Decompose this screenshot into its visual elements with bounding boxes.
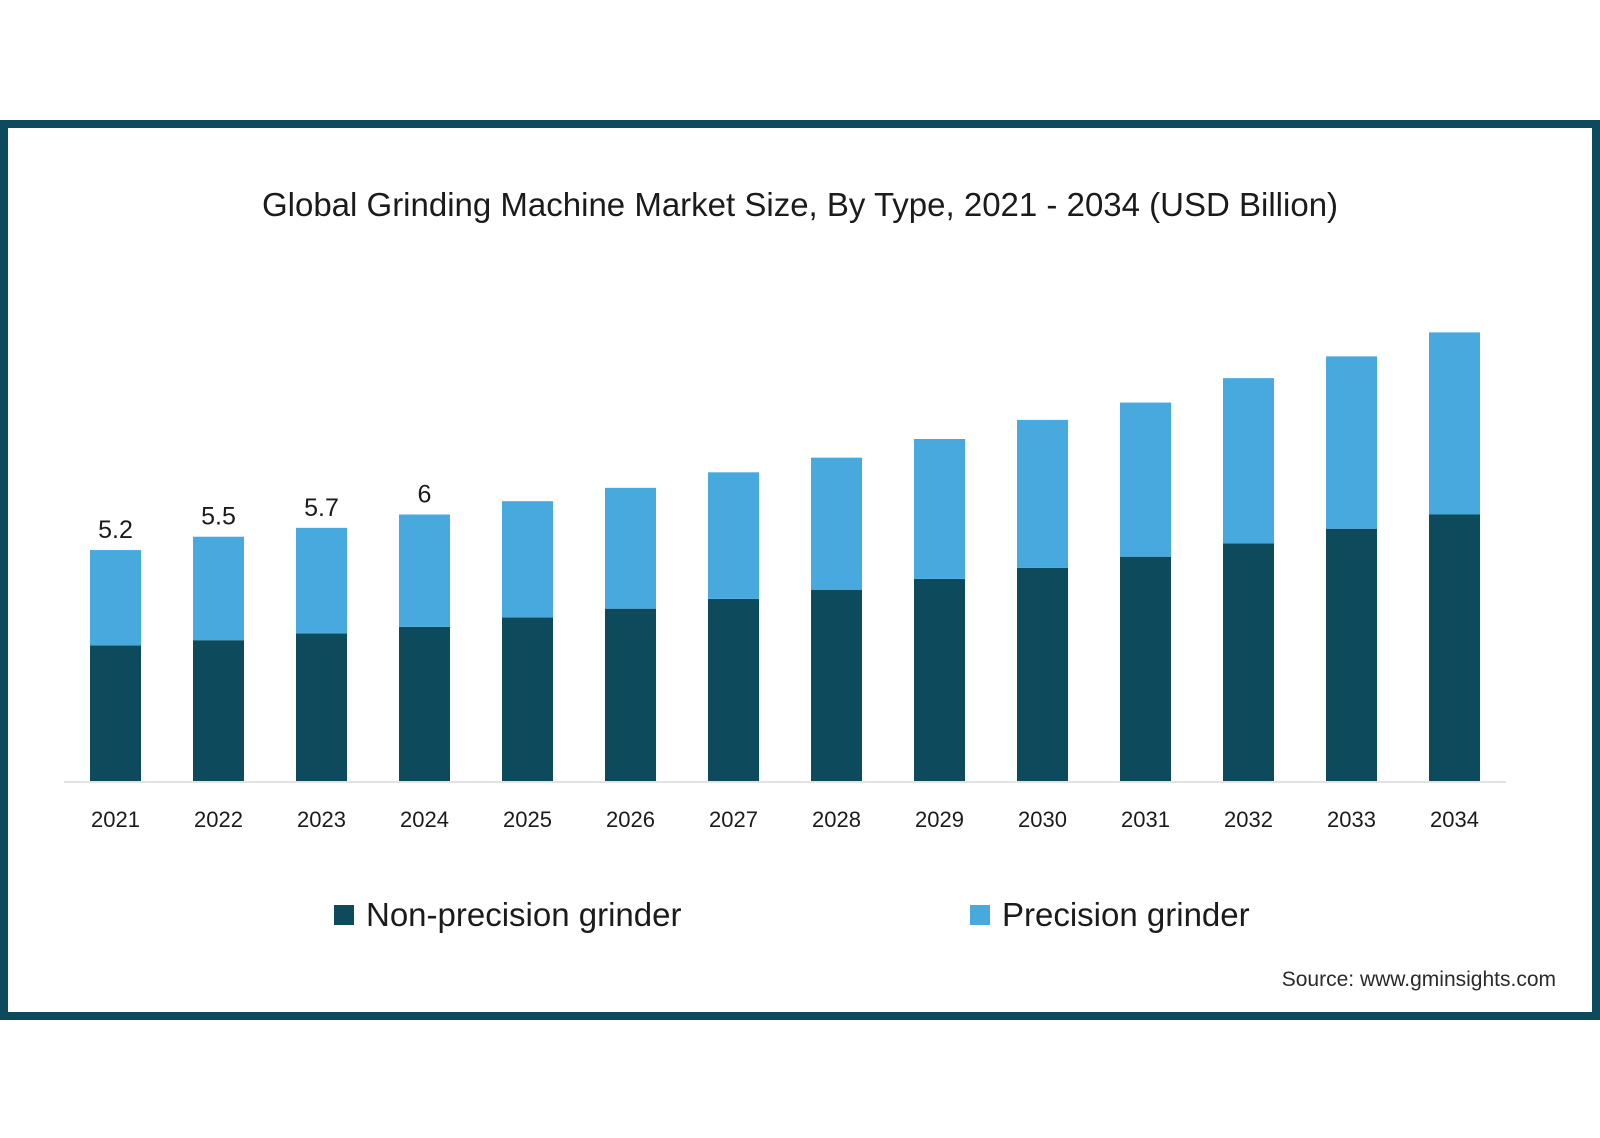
bar-precision-2021 [90, 550, 141, 646]
x-tick-label-2026: 2026 [606, 807, 655, 832]
legend-swatch-precision [970, 905, 990, 925]
bar-non-precision-2026 [605, 608, 656, 781]
source-text: Source: www.gminsights.com [1281, 968, 1556, 991]
data-label-2022: 5.5 [201, 503, 236, 531]
bar-precision-2029 [914, 438, 965, 579]
x-tick-label-2033: 2033 [1327, 807, 1376, 832]
x-tick-label-2027: 2027 [709, 807, 758, 832]
bar-non-precision-2029 [914, 578, 965, 781]
bar-precision-2023 [296, 527, 347, 634]
x-tick-label-2028: 2028 [812, 807, 861, 832]
x-tick-label-2031: 2031 [1121, 807, 1170, 832]
bar-precision-2025 [502, 501, 553, 618]
bar-non-precision-2034 [1429, 514, 1480, 781]
legend-item-precision: Precision grinder [970, 896, 1250, 934]
chart-frame: Global Grinding Machine Market Size, By … [0, 120, 1600, 1020]
data-label-2021: 5.2 [98, 516, 133, 544]
x-tick-label-2034: 2034 [1430, 807, 1479, 832]
bar-non-precision-2031 [1120, 556, 1171, 781]
bar-precision-2028 [811, 457, 862, 591]
bar-precision-2034 [1429, 332, 1480, 515]
bar-non-precision-2027 [708, 598, 759, 781]
x-tick-label-2032: 2032 [1224, 807, 1273, 832]
x-tick-label-2023: 2023 [297, 807, 346, 832]
x-tick-labels-group: 2021 2022 2023 2024 2025 2026 2027 2028 2029 2030… [91, 807, 1479, 832]
legend-label-non-precision: Non-precision grinder [366, 896, 682, 933]
bar-non-precision-2033 [1326, 528, 1377, 781]
bar-non-precision-2024 [399, 626, 450, 781]
bar-precision-2022 [193, 536, 244, 641]
x-tick-label-2029: 2029 [915, 807, 964, 832]
bar-precision-2026 [605, 487, 656, 609]
bar-non-precision-2021 [90, 645, 141, 781]
bar-non-precision-2023 [296, 633, 347, 781]
x-tick-label-2024: 2024 [400, 807, 449, 832]
bar-non-precision-2028 [811, 590, 862, 781]
x-tick-label-2030: 2030 [1018, 807, 1067, 832]
bar-precision-2027 [708, 472, 759, 599]
chart-plot: 5.2 5.5 5.7 6 2021 2022 2023 2024 2025 2026 2027 2… [64, 332, 1506, 832]
legend-label-precision: Precision grinder [1002, 896, 1250, 933]
x-tick-label-2021: 2021 [91, 807, 140, 832]
bar-precision-2024 [399, 514, 450, 627]
bar-non-precision-2030 [1017, 567, 1068, 781]
bar-precision-2030 [1017, 419, 1068, 568]
bar-non-precision-2025 [502, 617, 553, 781]
legend: Non-precision grinder Precision grinder [8, 896, 1592, 940]
bar-precision-2033 [1326, 356, 1377, 529]
bar-non-precision-2032 [1223, 543, 1274, 781]
x-tick-label-2022: 2022 [194, 807, 243, 832]
data-label-2024: 6 [418, 481, 432, 509]
x-tick-label-2025: 2025 [503, 807, 552, 832]
bars-group [90, 332, 1480, 781]
bar-non-precision-2022 [193, 640, 244, 781]
data-labels-group: 5.2 5.5 5.7 6 [98, 481, 431, 545]
legend-item-non-precision: Non-precision grinder [334, 896, 681, 934]
legend-swatch-non-precision [334, 905, 354, 925]
bar-precision-2031 [1120, 402, 1171, 557]
bar-precision-2032 [1223, 378, 1274, 544]
data-label-2023: 5.7 [304, 494, 339, 522]
chart-title: Global Grinding Machine Market Size, By … [261, 186, 1339, 223]
